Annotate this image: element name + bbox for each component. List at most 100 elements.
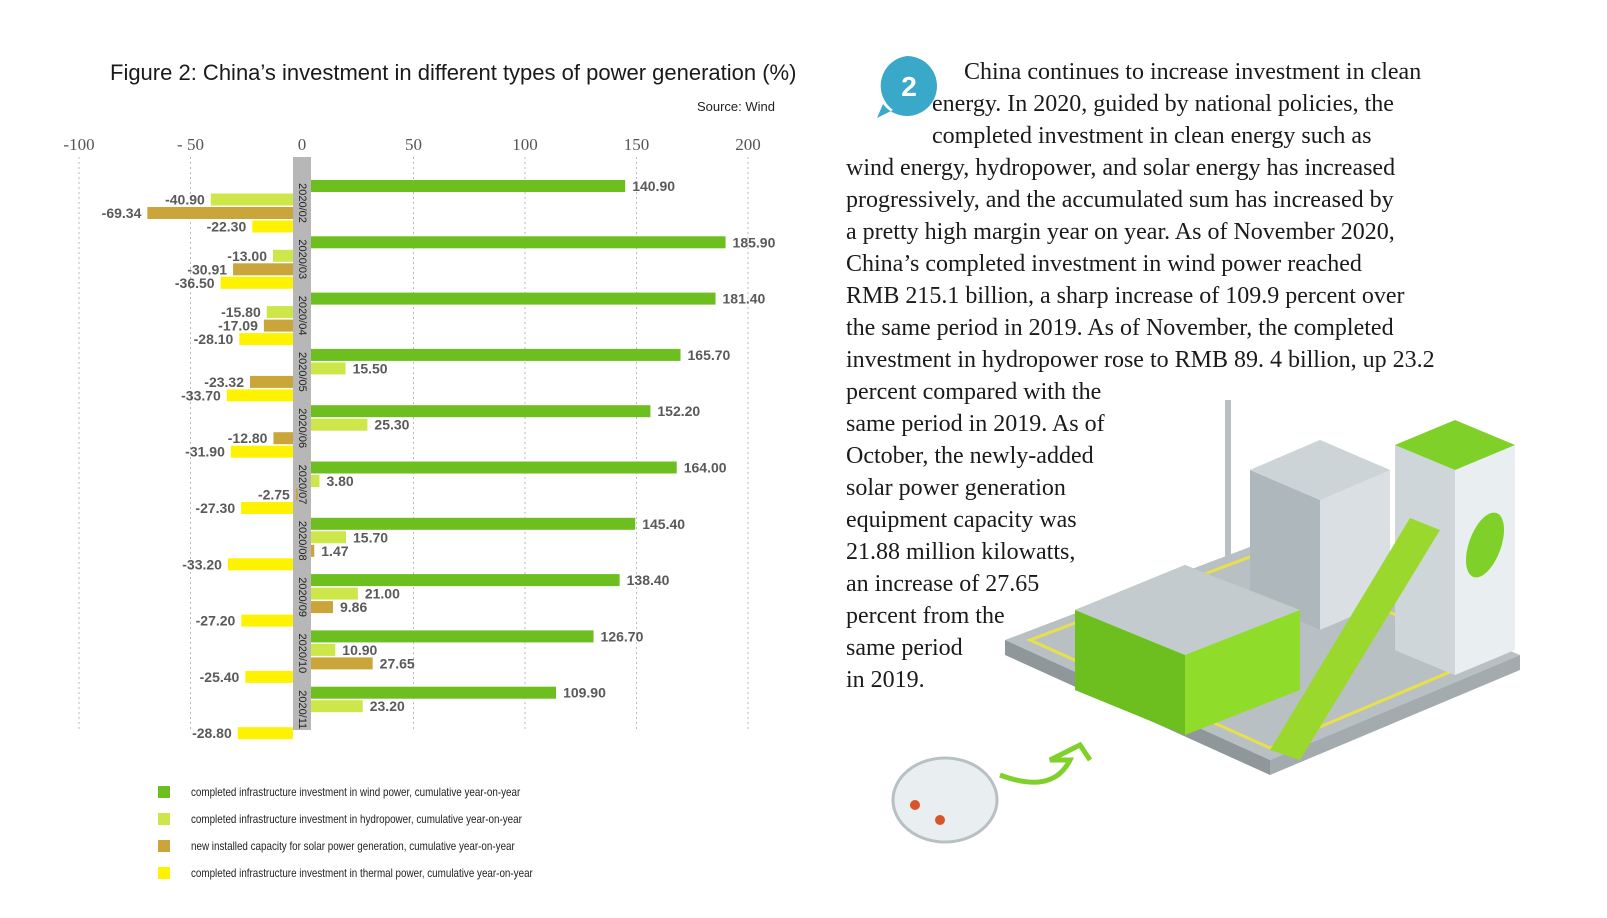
data-label: -15.80 xyxy=(221,304,261,320)
bar xyxy=(311,657,373,670)
legend-label: completed infrastructure investment in w… xyxy=(191,784,521,799)
legend-item: completed infrastructure investment in w… xyxy=(158,778,608,805)
bar xyxy=(311,686,557,699)
legend-swatch xyxy=(158,866,170,879)
data-label: -2.75 xyxy=(258,487,290,503)
bar xyxy=(233,263,293,276)
data-label: 152.20 xyxy=(657,403,700,419)
data-label: -25.40 xyxy=(200,669,240,685)
legend-swatch xyxy=(158,785,170,798)
bar xyxy=(241,502,293,514)
article-line: solar power generation xyxy=(846,475,1066,501)
bar xyxy=(273,432,293,445)
data-label: -33.70 xyxy=(181,387,221,403)
data-label: 181.40 xyxy=(723,291,766,307)
data-label: 126.70 xyxy=(601,628,644,644)
article-line: same period xyxy=(846,635,963,661)
x-tick-label: 50 xyxy=(405,135,422,154)
data-label: 21.00 xyxy=(365,586,400,602)
data-label: -31.90 xyxy=(185,444,225,460)
chimney xyxy=(1225,400,1231,560)
data-label: 109.90 xyxy=(563,685,606,701)
data-label: -36.50 xyxy=(175,275,215,291)
data-label: -12.80 xyxy=(228,430,268,446)
section-number-badge: 2 xyxy=(877,56,937,118)
category-label: 2020/03 xyxy=(296,239,308,279)
legend-item: new installed capacity for solar power g… xyxy=(158,832,608,859)
power-plant-illustration xyxy=(891,400,1520,844)
category-label: 2020/08 xyxy=(296,521,308,561)
chart-legend: completed infrastructure investment in w… xyxy=(158,778,608,886)
article-line: investment in hydropower rose to RMB 89.… xyxy=(846,347,1435,373)
article-line: China continues to increase investment i… xyxy=(964,59,1422,85)
x-tick-label: 0 xyxy=(298,135,307,154)
x-tick-label: 100 xyxy=(512,135,538,154)
chart-source: Source: Wind xyxy=(696,99,775,114)
bar xyxy=(239,333,293,346)
legend-item: completed infrastructure investment in h… xyxy=(158,805,608,832)
article-line: progressively, and the accumulated sum h… xyxy=(846,187,1394,213)
bar xyxy=(226,389,293,402)
bar xyxy=(263,319,293,332)
data-label: 25.30 xyxy=(374,417,409,433)
bar xyxy=(311,475,320,487)
article-text: China continues to increase investment i… xyxy=(846,56,1514,696)
article-line: October, the newly-added xyxy=(846,443,1094,469)
article-line: an increase of 27.65 xyxy=(846,571,1040,597)
x-tick-label: - 50 xyxy=(177,135,204,154)
bar xyxy=(311,700,363,713)
article-line: a pretty high margin year on year. As of… xyxy=(846,219,1395,245)
bar xyxy=(311,643,336,656)
bar xyxy=(210,193,293,206)
data-label: -13.00 xyxy=(227,248,267,264)
bar xyxy=(295,488,298,501)
conveyor-belt xyxy=(1270,518,1440,760)
data-label: 145.40 xyxy=(642,516,685,532)
data-label: -22.30 xyxy=(207,219,247,235)
bar xyxy=(230,445,293,458)
data-label: 138.40 xyxy=(627,572,670,588)
data-label: 185.90 xyxy=(733,234,776,250)
legend-swatch xyxy=(158,812,170,825)
article-line: percent compared with the xyxy=(846,379,1102,405)
bar xyxy=(311,574,620,587)
article-line: percent from the xyxy=(846,603,1005,629)
category-label: 2020/11 xyxy=(296,690,308,729)
legend-label: completed infrastructure investment in t… xyxy=(191,865,533,880)
badge-number: 2 xyxy=(901,71,917,102)
data-label: -30.91 xyxy=(187,261,227,277)
bar xyxy=(311,517,636,530)
bar xyxy=(147,207,293,219)
data-label: 9.86 xyxy=(340,599,367,615)
bar xyxy=(311,180,626,192)
category-label: 2020/07 xyxy=(296,465,308,505)
article-line: in 2019. xyxy=(846,667,925,693)
bar xyxy=(311,362,346,375)
article-line: equipment capacity was xyxy=(846,507,1077,533)
bar xyxy=(227,558,293,571)
bar xyxy=(220,276,293,289)
data-label: 15.50 xyxy=(353,360,388,376)
bar xyxy=(311,461,677,474)
article-line: energy. In 2020, guided by national poli… xyxy=(932,91,1394,117)
power-cable xyxy=(999,741,1093,785)
bar xyxy=(237,727,293,740)
data-label: -27.20 xyxy=(196,613,236,629)
article-line: RMB 215.1 billion, a sharp increase of 1… xyxy=(846,283,1405,309)
bar xyxy=(311,630,594,643)
zero-axis-band xyxy=(293,157,311,730)
article-line: same period in 2019. As of xyxy=(846,411,1105,437)
data-label: -40.90 xyxy=(165,192,205,208)
bar xyxy=(273,249,293,262)
data-label: 10.90 xyxy=(342,642,377,658)
x-tick-label: 200 xyxy=(735,135,761,154)
data-label: 27.65 xyxy=(380,655,415,671)
speech-bubble-icon xyxy=(877,56,937,118)
data-label: -27.30 xyxy=(195,500,235,516)
legend-label: completed infrastructure investment in h… xyxy=(191,811,522,826)
category-label: 2020/09 xyxy=(296,577,308,617)
x-tick-label: -100 xyxy=(63,135,94,154)
category-label: 2020/10 xyxy=(296,634,308,674)
data-label: 1.47 xyxy=(321,543,348,559)
bar xyxy=(311,292,716,305)
